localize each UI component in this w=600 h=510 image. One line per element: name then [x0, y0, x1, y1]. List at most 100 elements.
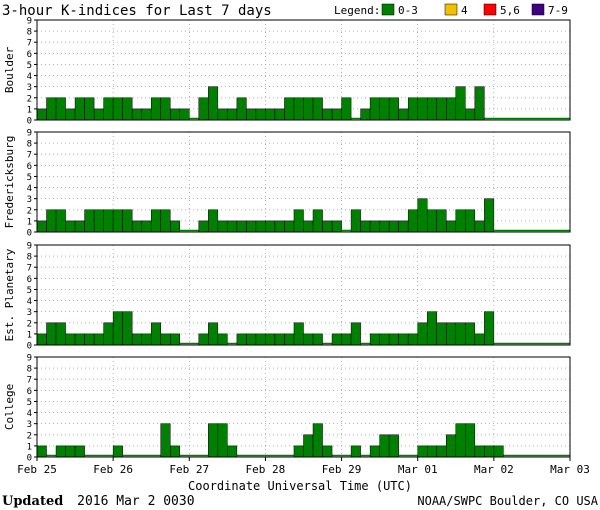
kp-bar — [350, 445, 361, 458]
kp-bar — [312, 97, 323, 121]
y-tick-label: 3 — [27, 420, 32, 430]
y-tick-label: 3 — [27, 195, 32, 205]
y-tick-label: 4 — [27, 297, 32, 307]
kp-bar — [426, 209, 438, 233]
kp-bar — [322, 108, 333, 121]
kp-bar — [388, 220, 399, 233]
kp-bar — [293, 97, 304, 121]
kp-bar — [426, 445, 438, 458]
kp-bar — [36, 220, 47, 233]
kp-bar — [379, 97, 390, 121]
kp-bar — [398, 333, 409, 346]
kp-bar — [341, 97, 352, 121]
kp-bar — [208, 86, 219, 121]
kp-bar — [170, 108, 181, 121]
kp-bar — [112, 97, 123, 121]
kp-bar — [141, 333, 152, 346]
kp-bar — [446, 97, 457, 121]
kp-bar — [369, 97, 380, 121]
kp-bar — [208, 423, 219, 458]
kp-bar — [369, 445, 380, 458]
legend-swatch — [531, 3, 545, 16]
x-tick-label: Feb 29 — [322, 463, 362, 476]
kp-bar — [65, 108, 76, 121]
y-tick-label: 4 — [27, 409, 32, 419]
kp-bar — [284, 97, 295, 121]
kp-bar — [303, 220, 314, 233]
kp-bar — [474, 220, 485, 233]
kp-bar — [36, 333, 47, 346]
kp-bar — [55, 97, 66, 121]
y-axis-label: College — [3, 384, 16, 430]
kp-bar — [170, 220, 181, 233]
y-tick-label: 6 — [27, 50, 32, 60]
updated-footer: Updated 2016 Mar 2 0030 — [2, 494, 195, 509]
kp-bar — [103, 322, 114, 346]
kp-bar — [217, 333, 228, 346]
x-tick-label: Feb 27 — [169, 463, 209, 476]
kp-bar — [379, 434, 390, 458]
kp-bar — [436, 209, 447, 233]
kp-bar — [36, 108, 47, 121]
y-tick-label: 3 — [27, 83, 32, 93]
kp-bar — [407, 333, 418, 346]
y-tick-label: 7 — [27, 264, 32, 274]
y-tick-label: 7 — [27, 151, 32, 161]
kp-bar — [46, 209, 57, 233]
kp-bar — [426, 97, 438, 121]
panel-frame — [36, 244, 571, 346]
y-tick-label: 2 — [27, 94, 32, 104]
kp-bar — [265, 220, 276, 233]
y-tick-label: 1 — [27, 442, 32, 452]
kp-bar — [303, 333, 314, 346]
kp-bar — [379, 220, 390, 233]
kp-bar — [112, 445, 123, 458]
y-tick-label: 7 — [27, 376, 32, 386]
kp-bar — [407, 97, 418, 121]
chart-title: 3-hour K-indices for Last 7 days — [2, 3, 272, 19]
kp-bar — [465, 209, 476, 233]
y-tick-label: 8 — [27, 28, 32, 38]
kp-bar — [493, 445, 504, 458]
kp-bar — [74, 97, 85, 121]
kp-bar — [217, 423, 228, 458]
kp-bar — [198, 220, 209, 233]
y-tick-label: 4 — [27, 184, 32, 194]
kp-bar — [322, 445, 333, 458]
y-tick-label: 6 — [27, 162, 32, 172]
x-tick-label: Mar 03 — [550, 463, 590, 476]
kp-bar — [236, 220, 247, 233]
kp-bar — [474, 333, 485, 346]
kp-bar — [246, 108, 257, 121]
y-tick-label: 5 — [27, 398, 32, 408]
kp-bar — [160, 423, 171, 458]
kp-bar — [74, 445, 85, 458]
kp-bar — [84, 333, 95, 346]
y-tick-label: 0 — [27, 342, 32, 352]
kp-bar — [484, 198, 495, 233]
legend-label: Legend: — [334, 4, 380, 17]
kp-bar — [369, 220, 380, 233]
kp-bar — [360, 220, 371, 233]
kp-bar — [198, 333, 209, 346]
kp-bar — [388, 434, 399, 458]
kp-bar — [341, 333, 352, 346]
kp-bar — [455, 209, 466, 233]
y-tick-label: 2 — [27, 319, 32, 329]
kp-bar — [274, 220, 285, 233]
kp-bar — [112, 209, 123, 233]
y-tick-label: 8 — [27, 365, 32, 375]
kp-bar — [131, 333, 142, 346]
kp-bar — [170, 333, 181, 346]
y-tick-label: 1 — [27, 217, 32, 227]
y-tick-label: 8 — [27, 253, 32, 263]
updated-value: 2016 Mar 2 0030 — [77, 494, 194, 509]
legend-item-label: 4 — [461, 4, 468, 17]
kp-bar — [208, 209, 219, 233]
kp-bar — [446, 220, 457, 233]
kp-bar — [398, 108, 409, 121]
kp-bar — [55, 322, 66, 346]
